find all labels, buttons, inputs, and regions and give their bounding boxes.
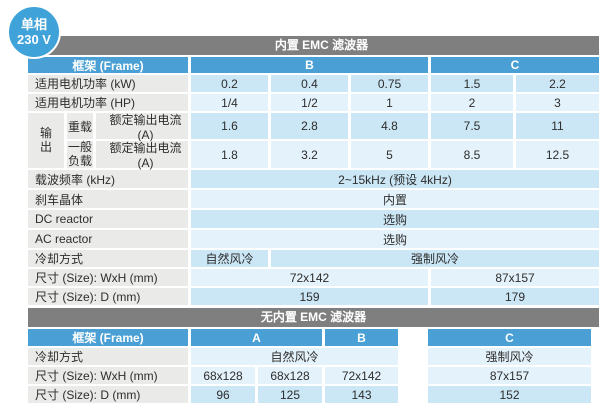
size-wxh-c-cell: 87x157 bbox=[431, 269, 599, 286]
output-group-label: 输 出 bbox=[28, 113, 64, 168]
value-cell: 8.5 bbox=[431, 141, 513, 168]
value-cell: 4.8 bbox=[351, 113, 428, 139]
value-cell: 2.8 bbox=[271, 113, 348, 139]
value-cell: 68x128 bbox=[191, 367, 255, 384]
frame-c-header: C bbox=[431, 57, 599, 73]
size-d-c-cell: 179 bbox=[431, 288, 599, 305]
value-cell: 152 bbox=[428, 386, 591, 403]
row-label-power-hp: 适用电机功率 (HP) bbox=[28, 94, 188, 111]
row-label-carrier-freq: 载波频率 (kHz) bbox=[28, 170, 188, 188]
section-header-no-emc: 无内置 EMC 滤波器 bbox=[28, 308, 599, 327]
value-cell: 1.6 bbox=[191, 113, 268, 139]
frame-c-header: C bbox=[428, 329, 591, 346]
builtin-emc-table: 框架 (Frame) B C 适用电机功率 (kW) 0.2 0.4 0.75 … bbox=[28, 57, 599, 305]
row-label-brake: 刹车晶体 bbox=[28, 190, 188, 208]
value-cell: 7.5 bbox=[431, 113, 513, 139]
frame-b-header: B bbox=[191, 57, 428, 73]
column-spacer bbox=[401, 386, 425, 403]
row-label-cooling: 冷却方式 bbox=[28, 348, 188, 365]
value-cell: 1.8 bbox=[191, 141, 268, 168]
carrier-freq-value: 2~15kHz (预设 4kHz) bbox=[191, 170, 599, 188]
cooling-forced-cell: 强制风冷 bbox=[271, 250, 599, 267]
value-cell: 2.2 bbox=[516, 75, 599, 92]
value-cell: 1.5 bbox=[431, 75, 513, 92]
value-cell: 72x142 bbox=[325, 367, 398, 384]
value-cell: 143 bbox=[325, 386, 398, 403]
cooling-natural-cell: 自然风冷 bbox=[191, 250, 268, 267]
badge-voltage-text: 230 V bbox=[17, 32, 51, 47]
frame-header-label: 框架 (Frame) bbox=[28, 57, 188, 73]
size-wxh-b-cell: 72x142 bbox=[191, 269, 428, 286]
dc-reactor-value: 选购 bbox=[191, 210, 599, 228]
badge-phase-text: 单相 bbox=[20, 16, 47, 32]
cooling-natural-cell: 自然风冷 bbox=[191, 348, 398, 365]
size-d-b-cell: 159 bbox=[191, 288, 428, 305]
value-cell: 1/2 bbox=[271, 94, 348, 111]
cooling-forced-cell: 强制风冷 bbox=[428, 348, 591, 365]
row-label-size-d: 尺寸 (Size): D (mm) bbox=[28, 386, 188, 403]
value-cell: 11 bbox=[516, 113, 599, 139]
value-cell: 1/4 bbox=[191, 94, 268, 111]
row-label-dc-reactor: DC reactor bbox=[28, 210, 188, 228]
value-cell: 1 bbox=[351, 94, 428, 111]
value-cell: 0.4 bbox=[271, 75, 348, 92]
normal-duty-label: 一般 负载 bbox=[67, 139, 93, 168]
row-label-cooling: 冷却方式 bbox=[28, 250, 188, 267]
row-label-size-d: 尺寸 (Size): D (mm) bbox=[28, 288, 188, 305]
value-cell: 125 bbox=[258, 386, 322, 403]
row-label-size-wxh: 尺寸 (Size): WxH (mm) bbox=[28, 367, 188, 384]
value-cell: 2 bbox=[431, 94, 513, 111]
row-label-ac-reactor: AC reactor bbox=[28, 230, 188, 248]
tables-container: 内置 EMC 滤波器 框架 (Frame) B C 适用电机功率 (kW) 0.… bbox=[28, 36, 599, 403]
value-cell: 87x157 bbox=[428, 367, 591, 384]
value-cell: 5 bbox=[351, 141, 428, 168]
row-label-power-kw: 适用电机功率 (kW) bbox=[28, 75, 188, 92]
value-cell: 96 bbox=[191, 386, 255, 403]
section-header-builtin-emc: 内置 EMC 滤波器 bbox=[44, 36, 599, 55]
column-spacer bbox=[401, 329, 425, 346]
ac-reactor-value: 选购 bbox=[191, 230, 599, 248]
heavy-duty-label: 重载 bbox=[67, 113, 93, 139]
frame-header-label: 框架 (Frame) bbox=[28, 329, 188, 346]
value-cell: 12.5 bbox=[516, 141, 599, 168]
rated-current-label: 额定输出电流 (A) bbox=[96, 141, 188, 170]
value-cell: 3 bbox=[516, 94, 599, 111]
value-cell: 0.75 bbox=[351, 75, 428, 92]
column-spacer bbox=[401, 367, 425, 384]
value-cell: 3.2 bbox=[271, 141, 348, 168]
phase-voltage-badge: 单相 230 V bbox=[7, 5, 61, 59]
no-emc-table: 框架 (Frame) A B C 冷却方式 自然风冷 强制风冷 尺寸 (Size… bbox=[28, 329, 599, 403]
frame-b-header: B bbox=[325, 329, 398, 346]
value-cell: 68x128 bbox=[258, 367, 322, 384]
brake-value: 内置 bbox=[191, 190, 599, 208]
frame-a-header: A bbox=[191, 329, 322, 346]
row-label-size-wxh: 尺寸 (Size): WxH (mm) bbox=[28, 269, 188, 286]
value-cell: 0.2 bbox=[191, 75, 268, 92]
column-spacer bbox=[401, 348, 425, 365]
rated-current-label: 额定输出电流 (A) bbox=[96, 113, 188, 142]
